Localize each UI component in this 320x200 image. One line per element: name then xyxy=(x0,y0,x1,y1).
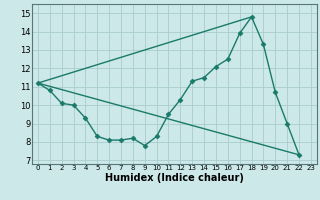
X-axis label: Humidex (Indice chaleur): Humidex (Indice chaleur) xyxy=(105,173,244,183)
